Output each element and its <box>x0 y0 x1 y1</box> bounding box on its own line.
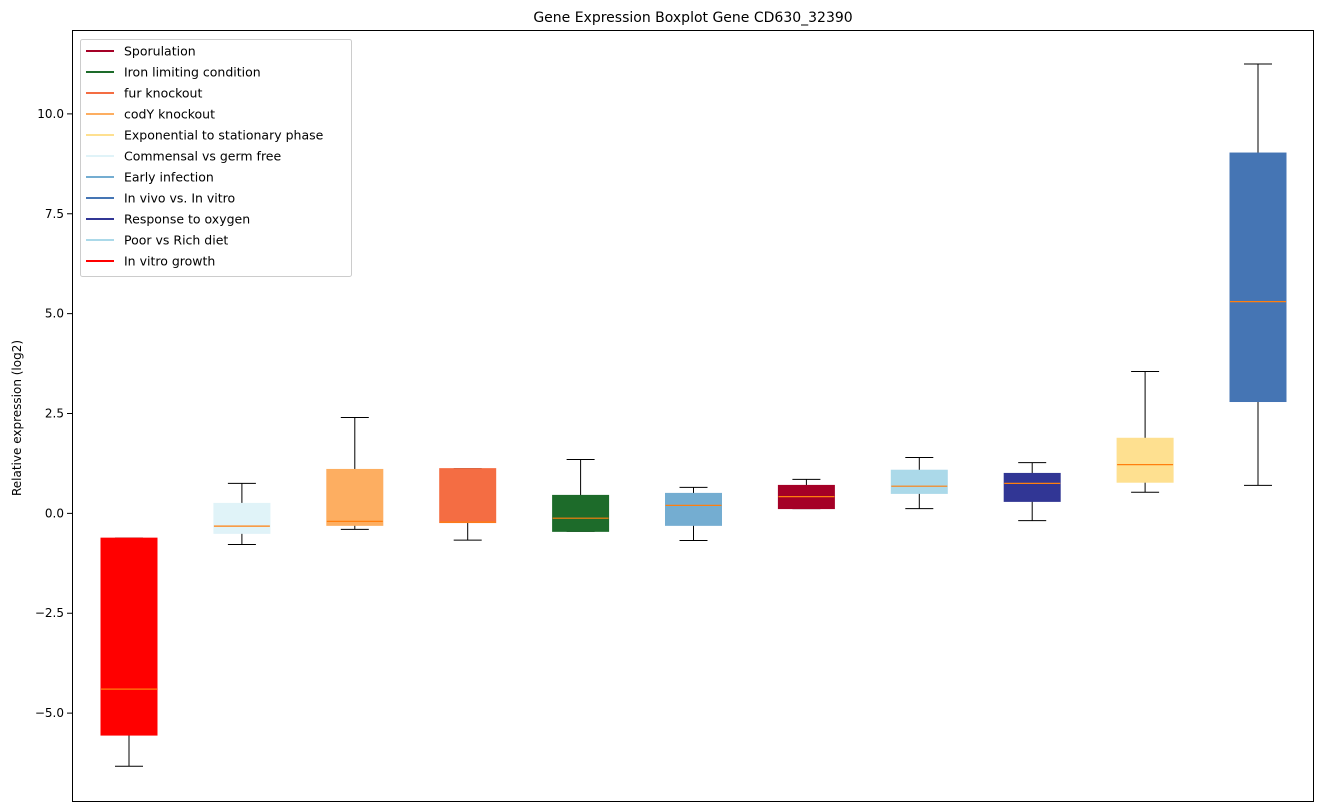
box-4 <box>439 468 497 541</box>
legend: Sporulation Iron limiting condition fur kn… <box>80 39 352 277</box>
legend-item: Response to oxygen <box>86 212 250 227</box>
box-body <box>890 469 948 494</box>
box-3 <box>326 416 384 530</box>
legend-item: In vivo vs. In vitro <box>86 191 235 206</box>
y-tick-label: 7.5 <box>45 207 64 221</box>
legend-label: Commensal vs germ free <box>124 149 281 164</box>
box-body <box>100 537 158 736</box>
y-axis: −5.0 −2.5 0.0 2.5 5.0 7.5 10.0 <box>35 107 72 720</box>
box-body <box>213 502 271 534</box>
legend-frame <box>80 39 352 277</box>
chart-title: Gene Expression Boxplot Gene CD630_32390 <box>533 10 852 26</box>
legend-item: codY knockout <box>86 107 215 122</box>
box-7 <box>777 478 835 510</box>
box-body <box>439 468 497 524</box>
legend-item: Early infection <box>86 170 214 185</box>
legend-label: In vitro growth <box>124 254 215 269</box>
legend-item: Poor vs Rich diet <box>86 233 228 248</box>
legend-label: Response to oxygen <box>124 212 250 227</box>
box-body <box>1116 437 1174 483</box>
legend-item: Iron limiting condition <box>86 65 261 80</box>
y-tick-label: 2.5 <box>45 407 64 421</box>
box-body <box>1003 472 1061 502</box>
legend-label: Exponential to stationary phase <box>124 128 324 143</box>
y-tick-label: 10.0 <box>37 107 64 121</box>
y-tick-label: −2.5 <box>35 606 64 620</box>
legend-label: Iron limiting condition <box>124 65 261 80</box>
legend-item: Sporulation <box>86 44 196 59</box>
y-tick-label: −5.0 <box>35 706 64 720</box>
box-body <box>552 494 610 532</box>
boxes-layer <box>100 63 1287 767</box>
plot-frame <box>72 30 1314 802</box>
legend-label: Early infection <box>124 170 214 185</box>
legend-item: Commensal vs germ free <box>86 149 281 164</box>
legend-label: In vivo vs. In vitro <box>124 191 235 206</box>
box-body <box>326 468 384 526</box>
y-tick-label: 5.0 <box>45 307 64 321</box>
legend-item: Exponential to stationary phase <box>86 128 324 143</box>
box-9 <box>1003 462 1061 522</box>
box-10 <box>1116 371 1174 493</box>
y-axis-label: Relative expression (log2) <box>10 340 24 496</box>
legend-label: Sporulation <box>124 44 196 59</box>
box-5 <box>552 458 610 532</box>
y-tick-label: 0.0 <box>45 506 64 520</box>
box-1 <box>100 537 158 767</box>
legend-item: fur knockout <box>86 86 202 101</box>
box-8 <box>890 456 948 510</box>
legend-label: codY knockout <box>124 107 215 122</box>
box-body <box>1229 152 1287 403</box>
box-11 <box>1229 63 1287 486</box>
box-6 <box>665 486 722 542</box>
legend-item: In vitro growth <box>86 254 215 269</box>
box-body <box>665 492 722 526</box>
legend-label: fur knockout <box>124 86 202 101</box>
legend-label: Poor vs Rich diet <box>124 233 228 248</box>
box-2 <box>213 482 271 546</box>
